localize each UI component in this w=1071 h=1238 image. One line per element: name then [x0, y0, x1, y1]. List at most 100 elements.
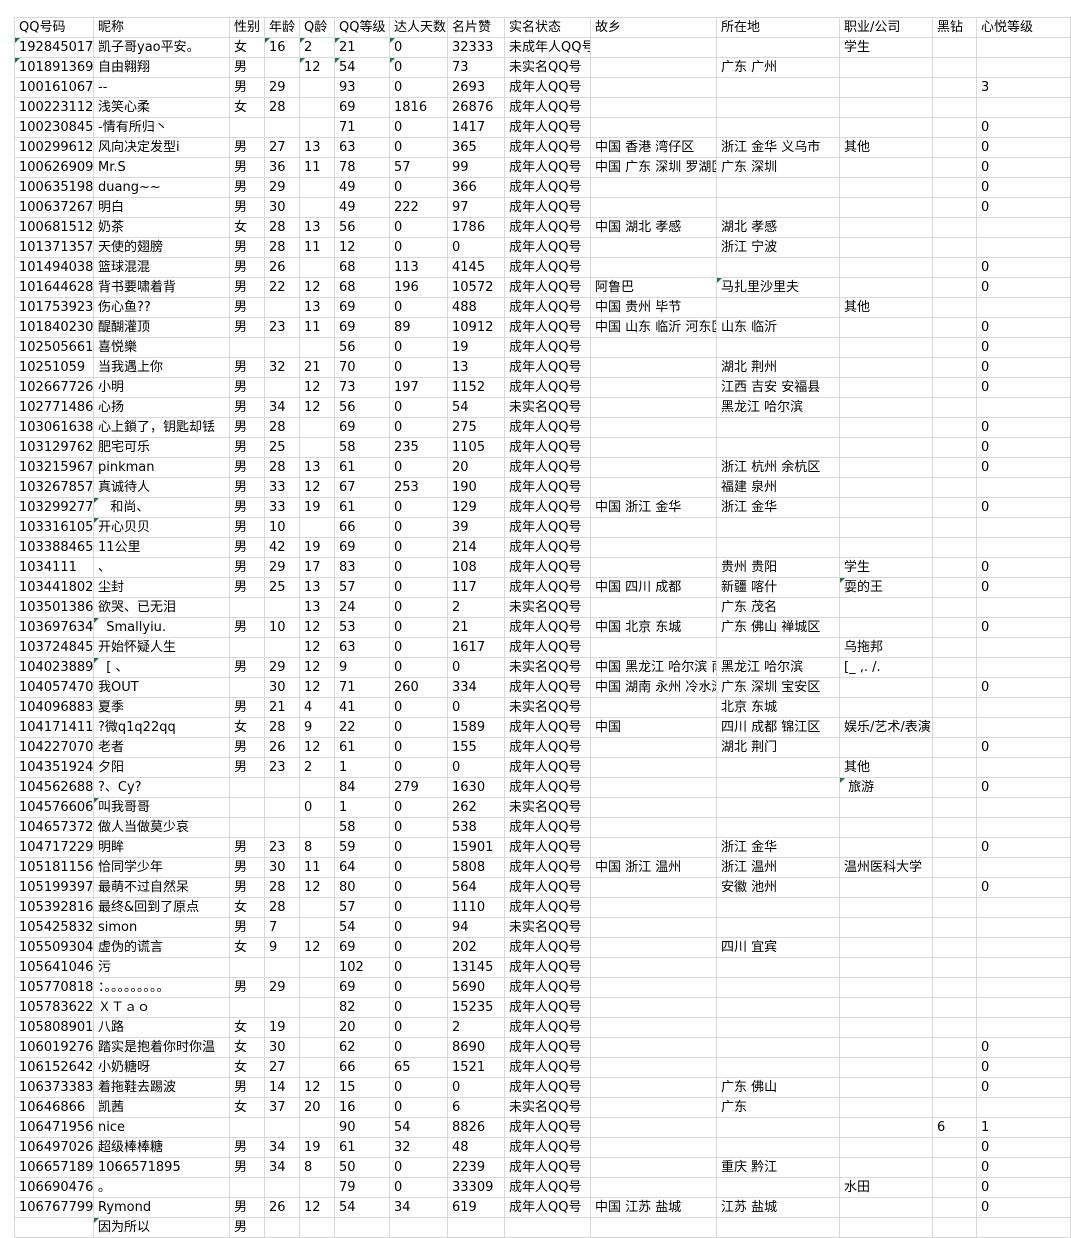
cell[interactable] [840, 58, 933, 78]
cell[interactable]: 娱乐/艺术/表演 [840, 718, 933, 738]
cell[interactable]: 48 [448, 1138, 505, 1158]
cell[interactable] [933, 658, 977, 678]
cell[interactable]: 男 [230, 318, 265, 338]
cell[interactable] [840, 1098, 933, 1118]
cell[interactable]: 42 [265, 538, 300, 558]
cell[interactable]: 26 [265, 1198, 300, 1218]
cell[interactable]: 0 [390, 358, 448, 378]
cell[interactable]: 温州医科大学 [840, 858, 933, 878]
cell[interactable] [591, 1098, 717, 1118]
header-cell[interactable]: 实名状态 [505, 18, 591, 38]
cell[interactable]: 16 [335, 1098, 390, 1118]
cell[interactable] [265, 58, 300, 78]
cell[interactable] [591, 1038, 717, 1058]
cell[interactable] [300, 1178, 335, 1198]
cell[interactable]: 0 [977, 1138, 1071, 1158]
cell[interactable]: 未成年人QQ号 [505, 38, 591, 58]
cell[interactable]: 34 [265, 1138, 300, 1158]
cell[interactable]: 0 [977, 558, 1071, 578]
cell[interactable]: 37 [265, 1098, 300, 1118]
cell[interactable]: 中国 北京 东城 [591, 618, 717, 638]
cell[interactable]: 1061526421 [15, 1058, 94, 1078]
cell[interactable]: 女 [230, 718, 265, 738]
cell[interactable]: 106497026 [15, 1138, 94, 1158]
cell[interactable] [265, 1178, 300, 1198]
cell[interactable]: 虚伪的谎言 [94, 938, 230, 958]
cell[interactable]: 1046573726 [15, 818, 94, 838]
cell[interactable]: 男 [230, 538, 265, 558]
cell[interactable]: 1 [335, 758, 390, 778]
cell[interactable]: 黑龙江 哈尔滨 [717, 398, 840, 418]
cell[interactable]: 94 [448, 918, 505, 938]
cell[interactable]: 11公里 [94, 538, 230, 558]
cell[interactable]: 1006815122 [15, 218, 94, 238]
cell[interactable]: 1047172297 [15, 838, 94, 858]
cell[interactable]: 100161067 [15, 78, 94, 98]
cell[interactable]: 0 [390, 118, 448, 138]
cell[interactable] [717, 818, 840, 838]
cell[interactable] [933, 938, 977, 958]
cell[interactable] [933, 818, 977, 838]
cell[interactable]: 1032159674 [15, 458, 94, 478]
cell[interactable] [300, 518, 335, 538]
cell[interactable]: 0 [390, 58, 448, 78]
cell[interactable] [933, 738, 977, 758]
cell[interactable]: 中国 山东 临沂 河东区 [591, 318, 717, 338]
cell[interactable]: 0 [300, 798, 335, 818]
cell[interactable] [591, 398, 717, 418]
cell[interactable] [840, 398, 933, 418]
cell[interactable] [840, 418, 933, 438]
cell[interactable] [933, 978, 977, 998]
cell[interactable]: 成年人QQ号 [505, 878, 591, 898]
cell[interactable] [300, 1218, 335, 1238]
cell[interactable] [977, 718, 1071, 738]
cell[interactable]: 1042270709 [15, 738, 94, 758]
cell[interactable]: 四川 成都 锦江区 [717, 718, 840, 738]
cell[interactable]: 恰同学少年 [94, 858, 230, 878]
cell[interactable] [390, 1218, 448, 1238]
cell[interactable]: 63 [335, 638, 390, 658]
cell[interactable] [717, 98, 840, 118]
cell[interactable]: 成年人QQ号 [505, 1158, 591, 1178]
cell[interactable]: 八路 [94, 1018, 230, 1038]
cell[interactable] [265, 958, 300, 978]
cell[interactable]: 73 [335, 378, 390, 398]
cell[interactable] [840, 238, 933, 258]
header-cell[interactable]: 职业/公司 [840, 18, 933, 38]
cell[interactable]: 23 [265, 838, 300, 858]
cell[interactable] [977, 758, 1071, 778]
cell[interactable]: 中国 浙江 金华 [591, 498, 717, 518]
cell[interactable]: 262 [448, 798, 505, 818]
cell[interactable]: duang~~ [94, 178, 230, 198]
cell[interactable]: 、 [94, 558, 230, 578]
cell[interactable]: 56 [335, 398, 390, 418]
cell[interactable] [933, 98, 977, 118]
cell[interactable]: 成年人QQ号 [505, 1078, 591, 1098]
cell[interactable]: 12 [300, 658, 335, 678]
cell[interactable]: 28 [265, 238, 300, 258]
cell[interactable]: 成年人QQ号 [505, 778, 591, 798]
cell[interactable] [448, 1218, 505, 1238]
cell[interactable] [230, 1178, 265, 1198]
cell[interactable] [717, 258, 840, 278]
cell[interactable]: 贵州 贵阳 [717, 558, 840, 578]
cell[interactable]: 成年人QQ号 [505, 278, 591, 298]
cell[interactable]: 1066904769 [15, 1178, 94, 1198]
cell[interactable]: 尘封 [94, 578, 230, 598]
cell[interactable]: 9 [300, 718, 335, 738]
cell[interactable]: 0 [977, 1158, 1071, 1178]
cell[interactable]: 0 [977, 278, 1071, 298]
cell[interactable]: 四川 宜宾 [717, 938, 840, 958]
cell[interactable]: 成年人QQ号 [505, 518, 591, 538]
cell[interactable] [591, 118, 717, 138]
cell[interactable] [300, 778, 335, 798]
cell[interactable]: 0 [977, 1038, 1071, 1058]
cell[interactable]: 12 [300, 678, 335, 698]
cell[interactable]: 最终&回到了原点 [94, 898, 230, 918]
cell[interactable]: 117 [448, 578, 505, 598]
cell[interactable]: ：。。。。。。。。。 [94, 978, 230, 998]
cell[interactable]: 54 [335, 1198, 390, 1218]
cell[interactable]: 78 [335, 158, 390, 178]
cell[interactable]: ?微q1q22qq [94, 718, 230, 738]
cell[interactable]: 2693 [448, 78, 505, 98]
